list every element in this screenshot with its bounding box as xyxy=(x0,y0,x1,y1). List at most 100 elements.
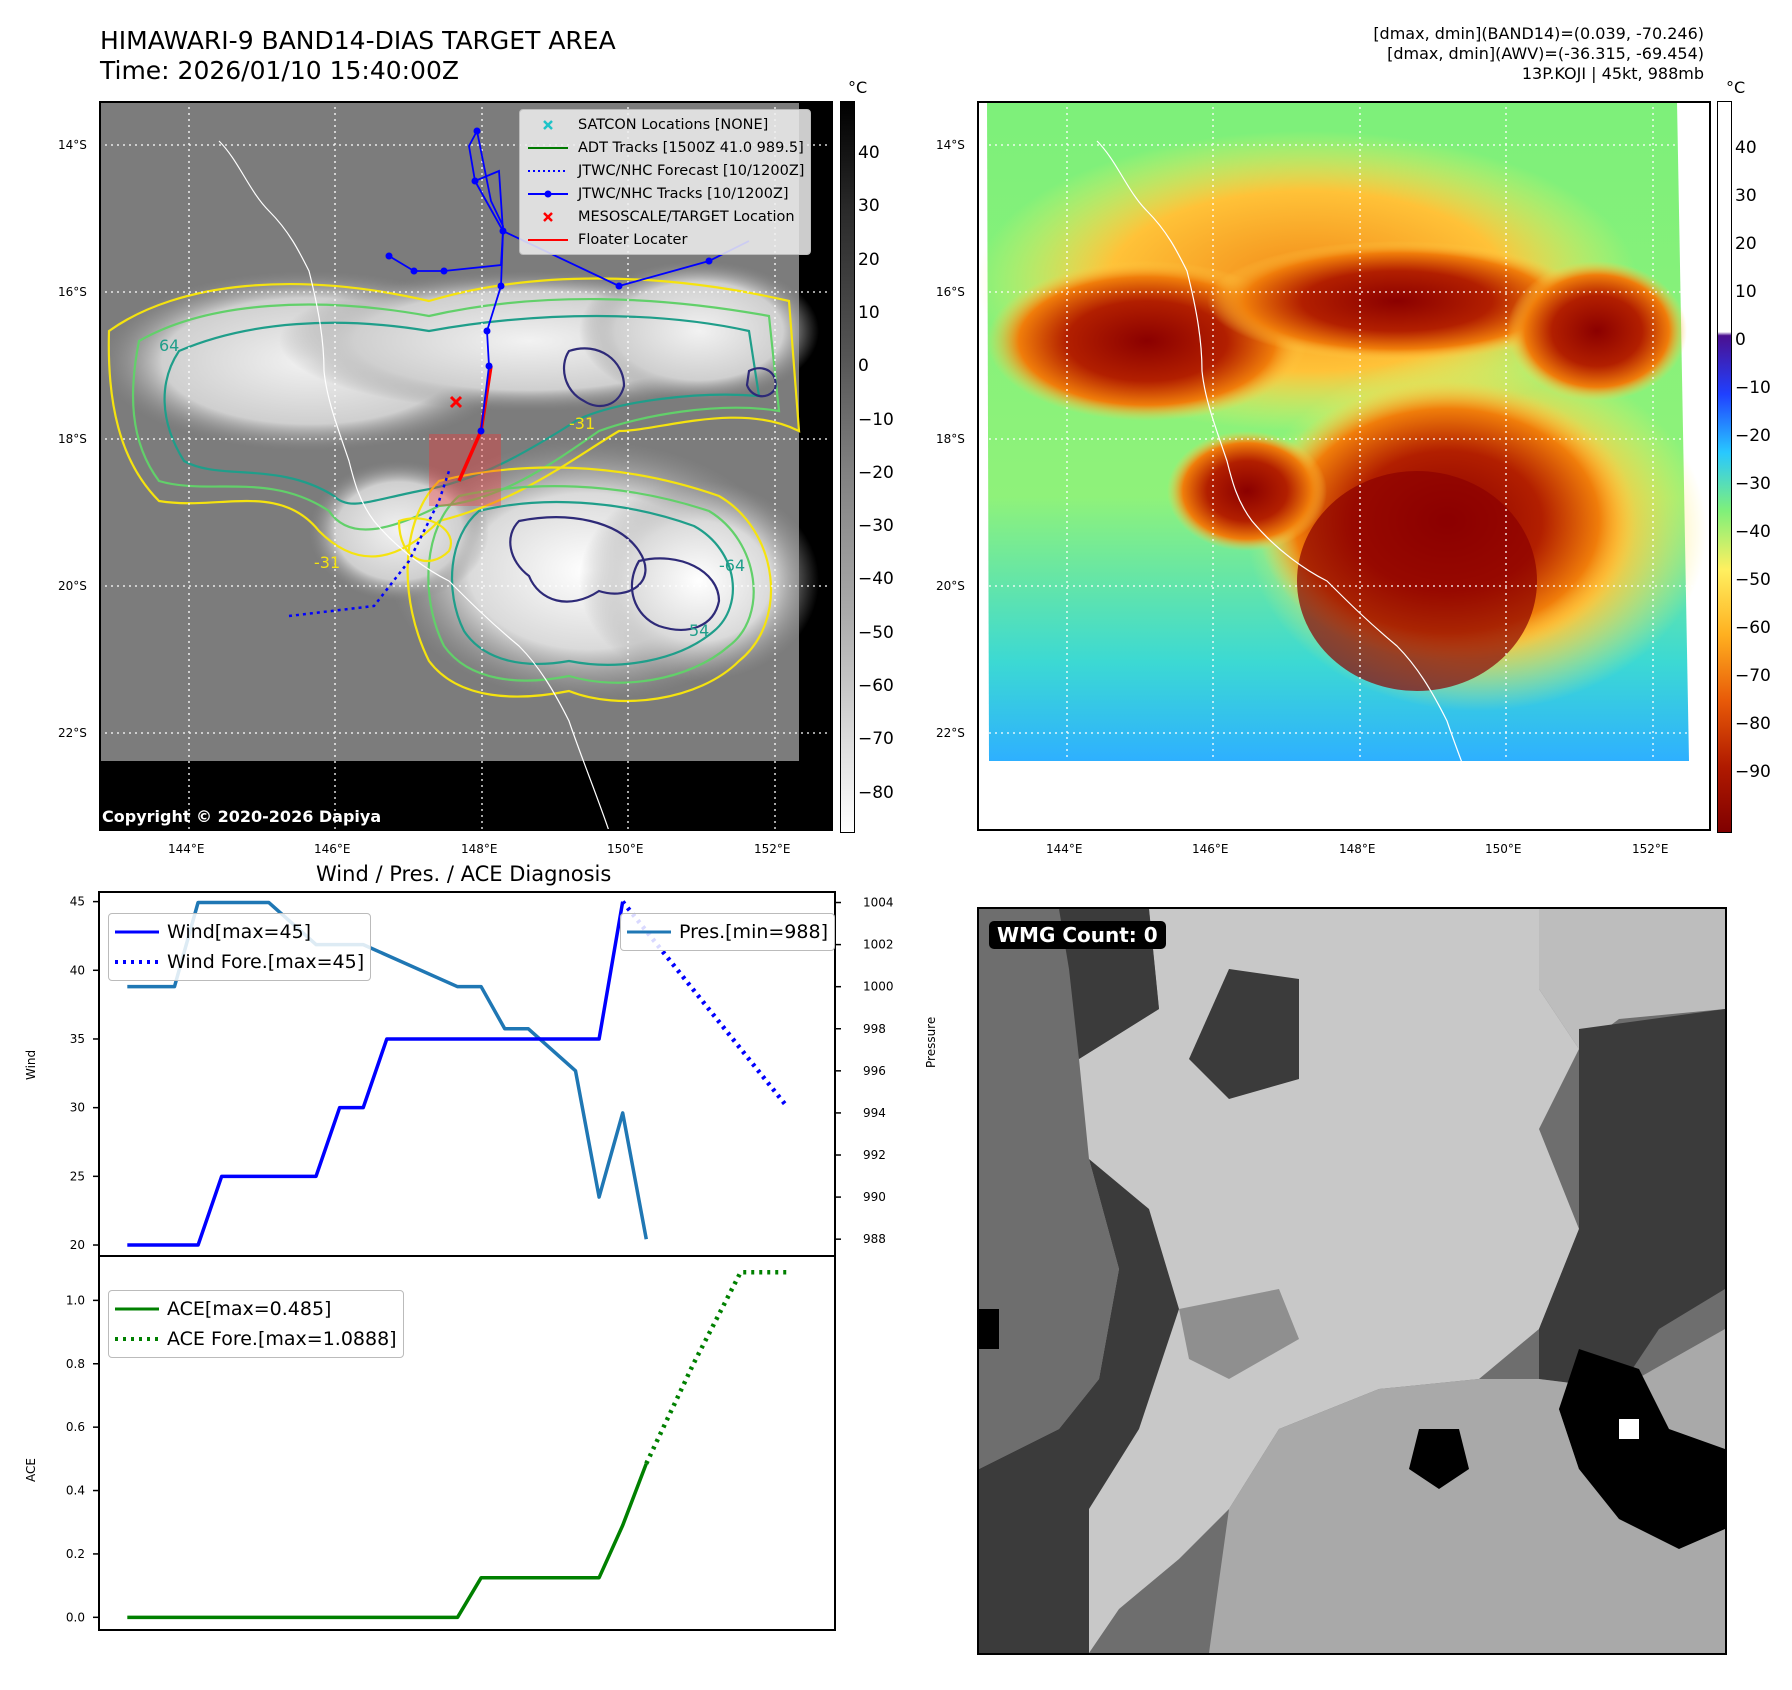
legend-item: ADT Tracks [1500Z 41.0 989.5] xyxy=(528,139,804,156)
pressure-legend: Pres.[min=988] xyxy=(620,913,835,951)
colorbar-tick-label: 0 xyxy=(1735,330,1746,350)
contour-label: -31 xyxy=(569,414,596,433)
colorbar-tick-label: −40 xyxy=(858,569,894,590)
lat-label: 22°S xyxy=(58,726,87,740)
legend-item: ACE[max=0.485] xyxy=(115,1298,332,1320)
ace-forecast-line xyxy=(644,1269,788,1465)
y-tick-label: 35 xyxy=(70,1032,85,1046)
diagnosis-title: Wind / Pres. / ACE Diagnosis xyxy=(316,862,612,886)
colorbar-tick-label: −90 xyxy=(1735,762,1771,782)
colorbar-tick-label: −70 xyxy=(1735,666,1771,686)
colorbar-tick-label: −60 xyxy=(858,676,894,696)
y-tick-label: 0.2 xyxy=(66,1547,85,1561)
colorbar-tick-label: −50 xyxy=(858,622,894,643)
lon-label: 152°E xyxy=(1632,842,1669,856)
contour-label: 54 xyxy=(689,621,710,640)
colorbar-tick-label: −20 xyxy=(858,462,894,483)
lat-label: 20°S xyxy=(58,579,87,593)
lon-label: 150°E xyxy=(607,842,644,856)
y-tick-label: 0.6 xyxy=(66,1420,85,1434)
y-tick-label: 0.4 xyxy=(66,1484,85,1498)
contour-label: 64 xyxy=(159,336,180,355)
chart-time: Time: 2026/01/10 15:40:00Z xyxy=(100,56,459,85)
y-tick-label-right: 1000 xyxy=(863,980,894,994)
legend-item: Pres.[min=988] xyxy=(627,921,828,943)
colorbar-tick-label: 40 xyxy=(858,143,880,163)
y-tick-label-right: 998 xyxy=(863,1022,886,1036)
colorbar-tick-label: 40 xyxy=(1735,138,1757,158)
lat-label: 22°S xyxy=(936,726,965,740)
y-tick-label: 30 xyxy=(70,1101,85,1115)
wind-axis-label: Wind xyxy=(24,1049,38,1080)
colorbar-tick-label: −30 xyxy=(858,516,894,537)
y-tick-label-right: 990 xyxy=(863,1190,886,1204)
y-tick-label: 25 xyxy=(70,1169,85,1183)
y-tick-label-right: 996 xyxy=(863,1064,886,1078)
colorbar-tick-label: −70 xyxy=(858,729,894,750)
y-tick-label-right: 988 xyxy=(863,1232,886,1246)
y-tick-label: 0.0 xyxy=(66,1610,85,1624)
colorbar-unit: °C xyxy=(848,78,868,97)
storm-info: 13P.KOJI | 45kt, 988mb xyxy=(1521,64,1704,83)
colorbar-tick-label: −80 xyxy=(1735,714,1771,734)
colorbar-tick-label: 0 xyxy=(858,356,869,377)
pressure-axis-label: Pressure xyxy=(924,1016,938,1068)
ir-map-frame xyxy=(99,101,833,831)
dmax-band14: [dmax, dmin](BAND14)=(0.039, -70.246) xyxy=(1373,24,1704,43)
y-tick-label: 45 xyxy=(70,895,85,909)
lat-label: 20°S xyxy=(936,579,965,593)
colorbar-tick-label: −10 xyxy=(858,409,894,430)
lat-label: 16°S xyxy=(58,285,87,299)
ace-line xyxy=(127,1462,648,1620)
legend-item: Floater Locater xyxy=(528,231,688,248)
colorbar-tick-label: −20 xyxy=(1735,426,1771,446)
copyright-text: Copyright © 2020-2026 Dapiya xyxy=(102,807,382,826)
colorbar-tick-label: −40 xyxy=(1735,522,1771,542)
ace-axis-label: ACE xyxy=(24,1458,38,1482)
y-tick-label: 20 xyxy=(70,1238,85,1252)
y-tick-label: 1.0 xyxy=(66,1293,85,1307)
wind-legend: Wind[max=45] Wind Fore.[max=45] xyxy=(108,913,372,981)
legend-item: JTWC/NHC Forecast [10/1200Z] xyxy=(528,162,805,179)
lon-label: 146°E xyxy=(1192,842,1229,856)
awv-map-frame xyxy=(977,101,1711,831)
y-tick-label-right: 1004 xyxy=(863,896,894,910)
diagnosis-chart: 20 25 30 35 40 45 988 990 992 994 996 998 1000 1002 10… xyxy=(66,891,894,1631)
colorbar-tick-label: 30 xyxy=(1735,186,1757,206)
lon-label: 148°E xyxy=(1339,842,1376,856)
legend-item: SATCON Locations [NONE] xyxy=(526,113,804,136)
y-tick-label-right: 992 xyxy=(863,1148,886,1162)
colorbar-tick-label: −30 xyxy=(1735,474,1771,494)
pressure-line xyxy=(127,900,649,1240)
wmg-count: WMG Count: 0 xyxy=(989,921,1166,949)
lat-label: 16°S xyxy=(936,285,965,299)
lat-label: 18°S xyxy=(936,432,965,446)
lon-label: 144°E xyxy=(168,842,205,856)
colorbar-tick-label: 20 xyxy=(1735,234,1757,254)
lon-label: 146°E xyxy=(314,842,351,856)
y-tick-label: 40 xyxy=(70,963,85,977)
lon-label: 150°E xyxy=(1485,842,1522,856)
legend-item: ACE Fore.[max=1.0888] xyxy=(115,1328,397,1350)
legend-item: MESOSCALE/TARGET Location xyxy=(526,205,804,228)
contour-label: -31 xyxy=(314,553,341,572)
colorbar-tick-label: −60 xyxy=(1735,618,1771,638)
colorbar-tick-label: 10 xyxy=(1735,282,1757,302)
colorbar-tick-label: 30 xyxy=(858,196,880,217)
chart-title: HIMAWARI-9 BAND14-DIAS TARGET AREA xyxy=(100,26,616,55)
colorbar-unit: °C xyxy=(1726,78,1746,97)
colorbar-tick-label: −10 xyxy=(1735,378,1771,398)
wmg-map: WMG Count: 0 xyxy=(977,907,1727,1655)
colorbar-right xyxy=(1717,101,1732,833)
wind-line xyxy=(127,901,625,1247)
colorbar-tick-label: −80 xyxy=(858,782,894,803)
lat-label: 14°S xyxy=(936,138,965,152)
colorbar-tick-label: 10 xyxy=(858,302,880,323)
contour-label: -64 xyxy=(719,556,746,575)
lon-label: 144°E xyxy=(1046,842,1083,856)
lon-label: 148°E xyxy=(461,842,498,856)
dmax-awv: [dmax, dmin](AWV)=(-36.315, -69.454) xyxy=(1387,44,1704,63)
lon-label: 152°E xyxy=(754,842,791,856)
lat-label: 14°S xyxy=(58,138,87,152)
colorbar-tick-label: −50 xyxy=(1735,570,1771,590)
